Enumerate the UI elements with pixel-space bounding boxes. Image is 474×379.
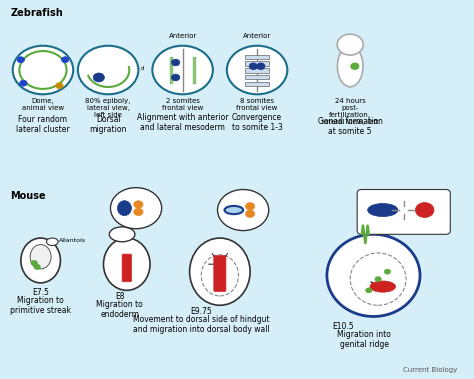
Ellipse shape (21, 238, 60, 283)
FancyBboxPatch shape (246, 68, 269, 73)
Text: Dome,
animal view: Dome, animal view (22, 98, 64, 111)
Circle shape (34, 264, 40, 269)
Ellipse shape (30, 244, 51, 269)
Ellipse shape (337, 46, 363, 87)
Ellipse shape (46, 238, 58, 246)
Text: Migration to
endoderm: Migration to endoderm (96, 300, 143, 319)
Circle shape (227, 46, 287, 94)
Text: E8: E8 (115, 292, 125, 301)
Text: 2 somites
frontal view: 2 somites frontal view (162, 98, 203, 111)
Text: Anterior: Anterior (243, 33, 271, 39)
Circle shape (246, 202, 255, 210)
Ellipse shape (109, 227, 135, 242)
Text: Alignment with anterior
and lateral mesoderm: Alignment with anterior and lateral meso… (137, 113, 228, 132)
Text: Movement to dorsal side of hindgut
and migration into dorsal body wall: Movement to dorsal side of hindgut and m… (133, 315, 270, 334)
FancyBboxPatch shape (246, 55, 269, 59)
Text: Current Biology: Current Biology (403, 367, 457, 373)
Circle shape (78, 46, 138, 94)
Ellipse shape (118, 201, 131, 216)
Circle shape (56, 83, 63, 89)
Circle shape (172, 74, 180, 81)
Circle shape (172, 59, 180, 66)
Circle shape (19, 80, 27, 86)
Ellipse shape (225, 206, 243, 214)
Text: E9.75: E9.75 (191, 307, 212, 316)
Circle shape (31, 260, 37, 266)
Ellipse shape (368, 204, 398, 216)
Circle shape (134, 201, 143, 208)
Text: Allantois: Allantois (59, 238, 86, 243)
FancyBboxPatch shape (214, 255, 226, 291)
Text: Zebrafish: Zebrafish (10, 8, 63, 18)
Text: d: d (141, 66, 144, 71)
Text: 80% epiboly,
lateral view,
left side: 80% epiboly, lateral view, left side (85, 98, 131, 118)
Text: E10.5: E10.5 (332, 322, 354, 331)
Circle shape (351, 63, 359, 70)
Text: E7.5: E7.5 (32, 288, 49, 298)
Circle shape (415, 202, 434, 218)
Circle shape (365, 288, 372, 293)
Circle shape (110, 188, 162, 229)
Circle shape (249, 63, 257, 70)
Circle shape (375, 277, 382, 282)
Circle shape (19, 51, 66, 89)
Text: Gonad formation
at somite 5: Gonad formation at somite 5 (318, 117, 383, 136)
Circle shape (13, 46, 73, 94)
Circle shape (256, 63, 265, 70)
FancyBboxPatch shape (122, 254, 131, 282)
Circle shape (93, 73, 104, 82)
Circle shape (337, 34, 363, 55)
Text: Anterior: Anterior (168, 33, 197, 39)
Circle shape (152, 46, 213, 94)
FancyBboxPatch shape (246, 81, 269, 86)
Text: Mouse: Mouse (10, 191, 46, 201)
Ellipse shape (327, 234, 420, 316)
Circle shape (218, 190, 269, 230)
Text: Migration to
primitive streak: Migration to primitive streak (10, 296, 71, 315)
Text: 8 somites
frontal view: 8 somites frontal view (237, 98, 278, 111)
Text: 24 hours
post-
fertilization,
lateral view, left: 24 hours post- fertilization, lateral vi… (322, 98, 379, 125)
Circle shape (246, 210, 255, 218)
Ellipse shape (350, 253, 406, 305)
FancyArrowPatch shape (122, 205, 124, 207)
Circle shape (62, 57, 69, 63)
Circle shape (17, 57, 25, 63)
Text: Convergence
to somite 1-3: Convergence to somite 1-3 (232, 113, 283, 132)
Text: Dorsal
migration: Dorsal migration (90, 115, 127, 134)
Ellipse shape (370, 281, 396, 292)
Circle shape (384, 269, 391, 274)
Ellipse shape (201, 255, 238, 296)
Text: Four random
lateral cluster: Four random lateral cluster (16, 115, 70, 134)
FancyBboxPatch shape (246, 75, 269, 79)
Ellipse shape (103, 238, 150, 290)
Circle shape (134, 208, 143, 216)
Text: Migration into
genital ridge: Migration into genital ridge (337, 330, 391, 349)
Ellipse shape (190, 238, 250, 305)
FancyBboxPatch shape (357, 190, 450, 234)
FancyBboxPatch shape (246, 61, 269, 66)
